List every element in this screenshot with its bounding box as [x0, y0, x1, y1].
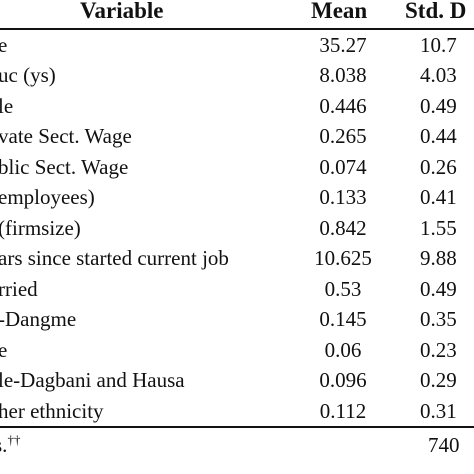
row-variable: employees) [0, 185, 95, 209]
table-row: e 0.06 0.23 [0, 335, 474, 366]
row-variable: e [0, 32, 8, 57]
row-std-dev: 9.88 [420, 246, 457, 270]
header-mean: Mean [311, 0, 368, 23]
row-mean: 0.842 [319, 215, 367, 240]
row-variable: vate Sect. Wage [0, 124, 132, 148]
row-std-dev: 0.26 [420, 154, 457, 179]
row-variable: e [0, 337, 8, 362]
row-mean: 0.096 [319, 368, 367, 392]
header-rule [0, 28, 474, 30]
table-header: Variable Mean Std. D [0, 0, 474, 28]
row-std-dev: 0.49 [420, 93, 457, 118]
row-mean: 35.27 [319, 32, 367, 57]
row-std-dev: 4.03 [420, 63, 457, 87]
row-mean: 10.625 [314, 246, 372, 270]
footer-sample-size: 740 [428, 432, 460, 457]
table-row: employees) 0.133 0.41 [0, 182, 474, 213]
row-variable: rried [0, 276, 38, 301]
row-variable: le [0, 93, 14, 118]
row-mean: 0.133 [319, 185, 367, 209]
row-mean: 0.074 [319, 154, 367, 179]
row-mean: 0.112 [319, 398, 367, 423]
table-row: vate Sect. Wage 0.265 0.44 [0, 121, 474, 152]
row-variable: le-Dagbani and Hausa [0, 368, 185, 392]
row-mean: 0.265 [319, 124, 367, 148]
table-row: rried 0.53 0.49 [0, 274, 474, 305]
row-variable: -Dangme [0, 307, 77, 331]
table-row: (firmsize) 0.842 1.55 [0, 213, 474, 244]
row-std-dev: 1.55 [420, 215, 457, 240]
table-row: -Dangme 0.145 0.35 [0, 304, 474, 335]
row-std-dev: 0.29 [420, 368, 457, 392]
row-mean: 8.038 [319, 63, 367, 87]
footer-rule [0, 426, 474, 428]
row-std-dev: 0.35 [420, 307, 457, 331]
row-std-dev: 0.41 [420, 185, 457, 209]
row-std-dev: 0.23 [420, 337, 457, 362]
header-variable: Variable [80, 0, 164, 23]
table-footer: s.†† 740 [0, 428, 474, 468]
header-std-dev: Std. D [405, 0, 467, 23]
row-variable: uc (ys) [0, 63, 56, 87]
row-std-dev: 0.49 [420, 276, 457, 301]
row-mean: 0.145 [319, 307, 367, 331]
table-row: blic Sect. Wage 0.074 0.26 [0, 152, 474, 183]
table-row: uc (ys) 8.038 4.03 [0, 60, 474, 91]
row-variable: blic Sect. Wage [0, 154, 129, 179]
row-variable: (firmsize) [0, 215, 81, 240]
footer-note-mark: †† [7, 431, 21, 447]
table-row: her ethnicity 0.112 0.31 [0, 396, 474, 427]
row-mean: 0.06 [324, 337, 362, 362]
footer-note: s.†† [0, 430, 20, 460]
row-variable: ars since started current job [0, 246, 229, 270]
row-variable: her ethnicity [0, 398, 104, 423]
row-std-dev: 0.44 [420, 124, 457, 148]
row-std-dev: 0.31 [420, 398, 457, 423]
table-row: le 0.446 0.49 [0, 91, 474, 122]
footer-note-text: s. [0, 432, 8, 457]
row-mean: 0.53 [324, 276, 362, 301]
table-row: e 35.27 10.7 [0, 30, 474, 61]
table-row: le-Dagbani and Hausa 0.096 0.29 [0, 365, 474, 396]
row-mean: 0.446 [319, 93, 367, 118]
table-row: ars since started current job 10.625 9.8… [0, 243, 474, 274]
row-std-dev: 10.7 [420, 32, 457, 57]
